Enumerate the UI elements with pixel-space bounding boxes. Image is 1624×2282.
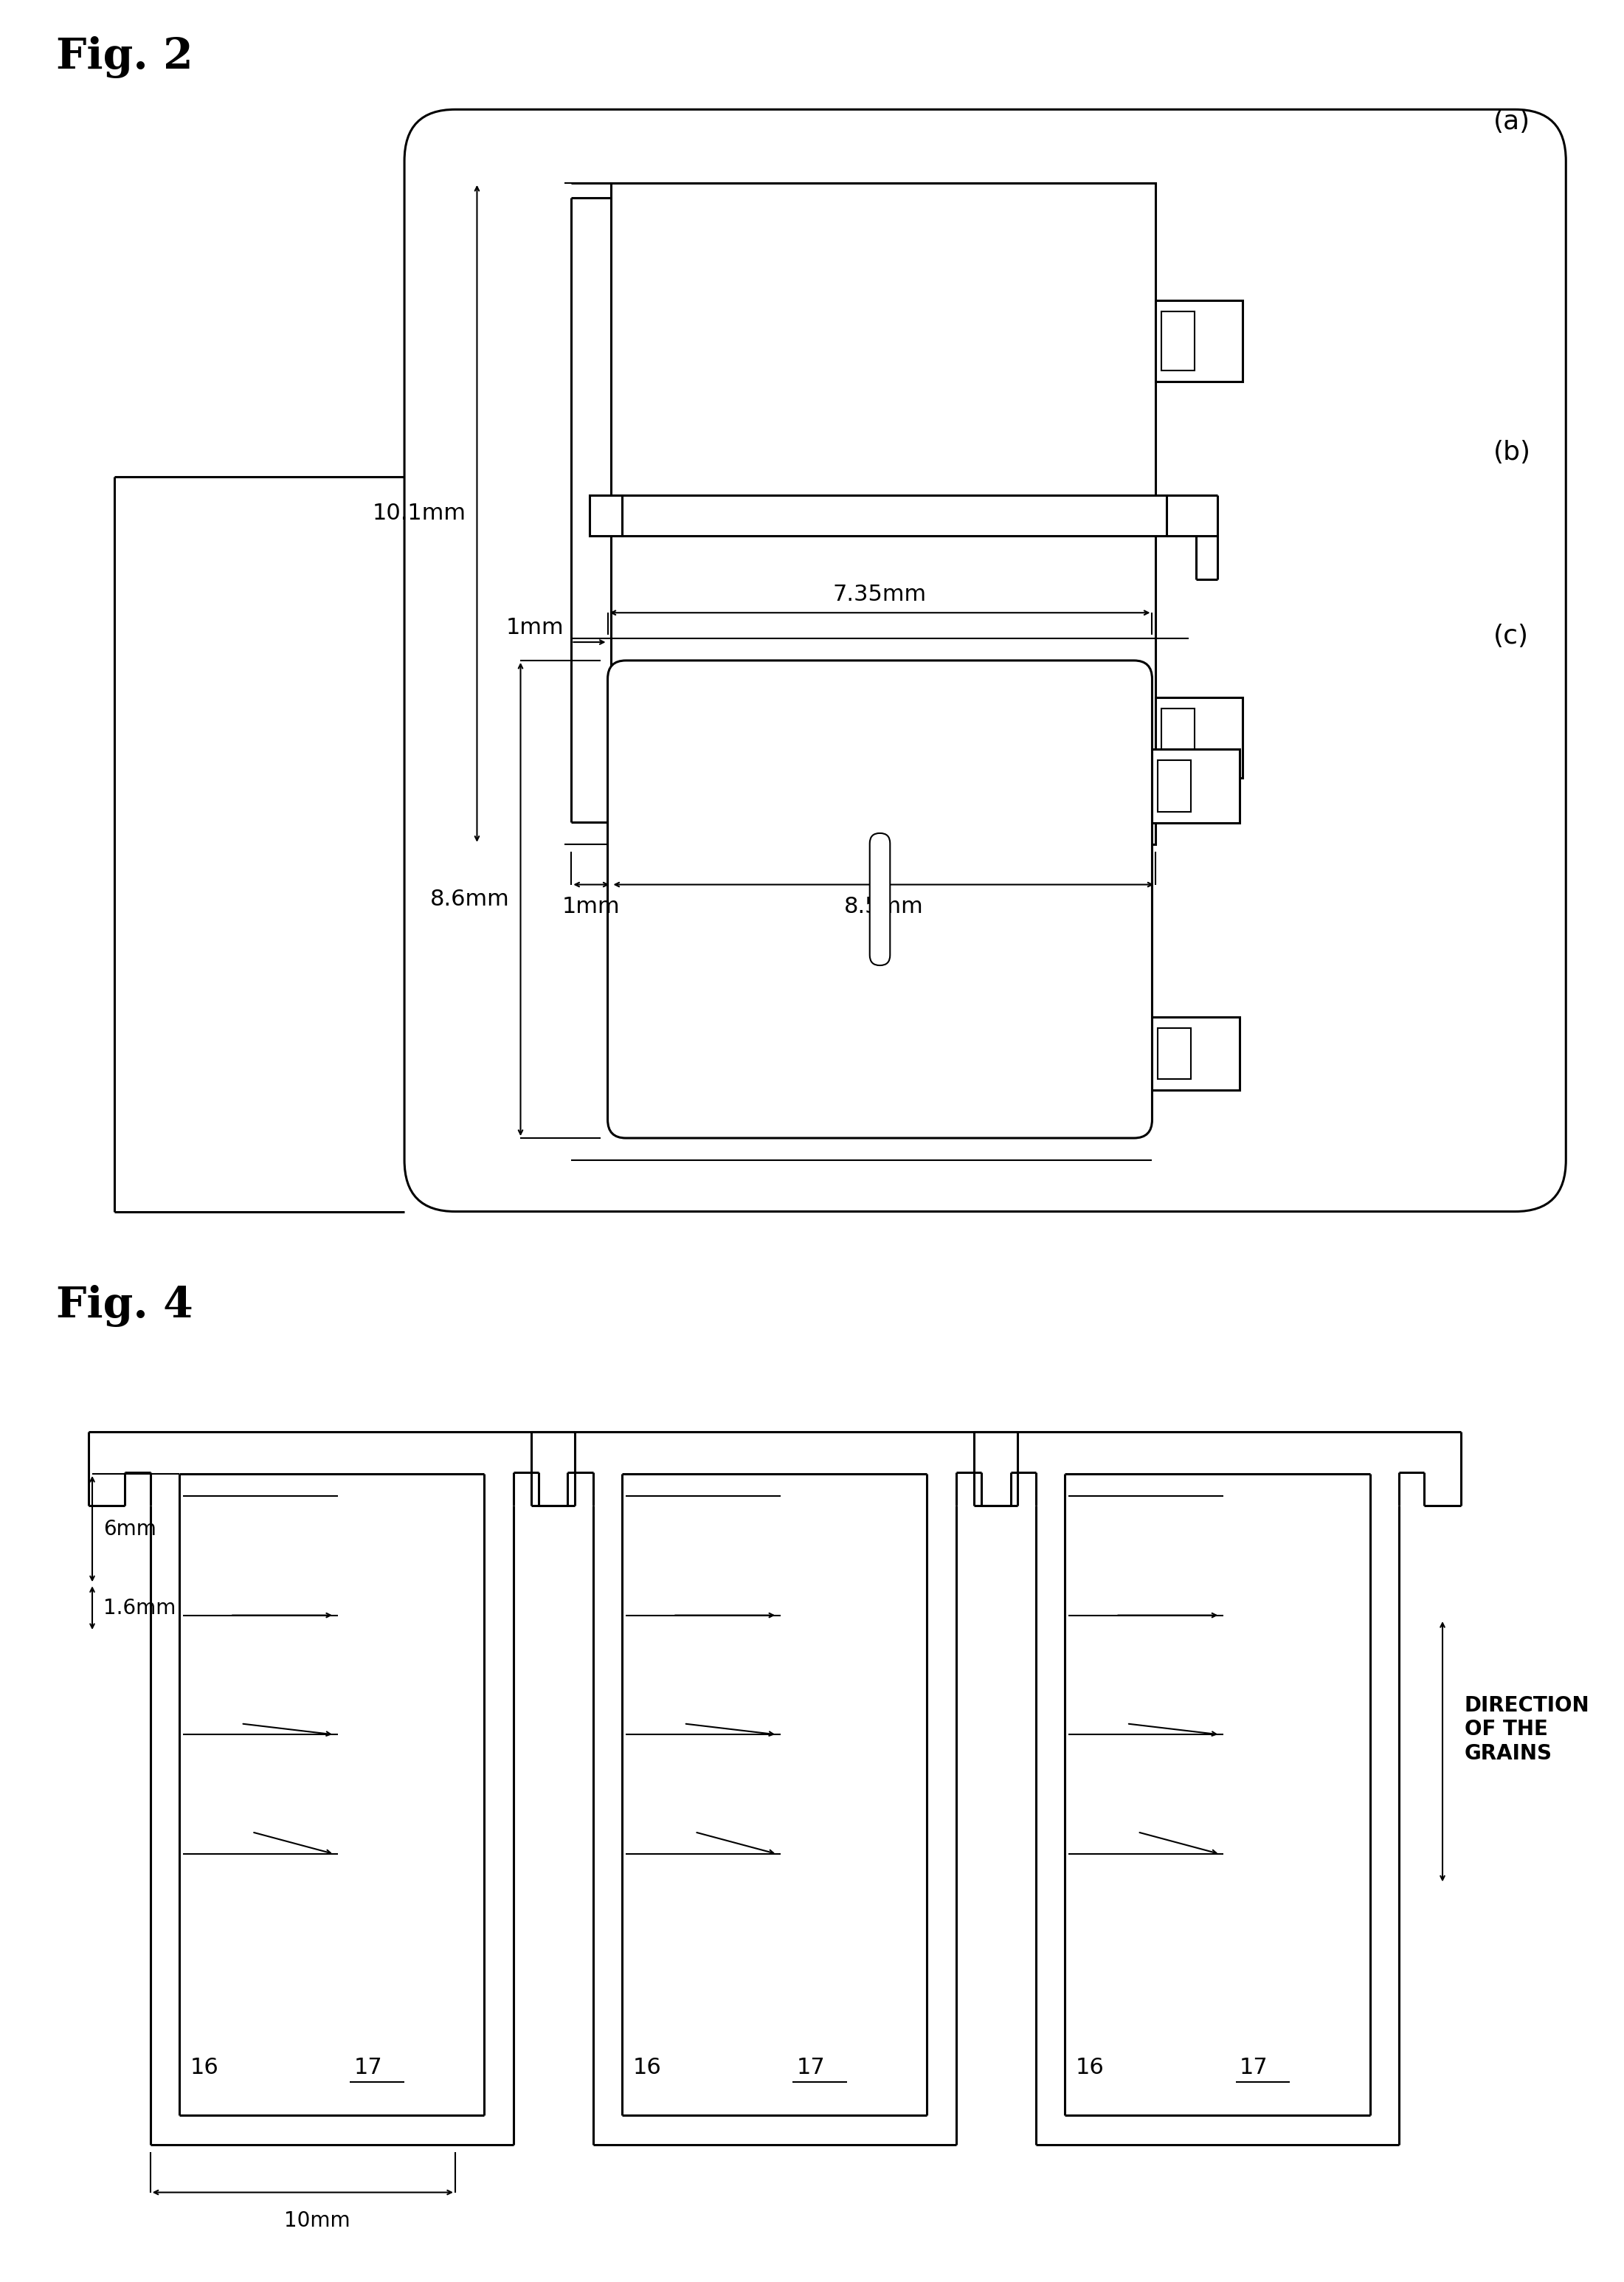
Text: 10mm: 10mm (284, 2211, 351, 2232)
Text: 1mm: 1mm (562, 895, 620, 917)
Text: 1mm: 1mm (507, 616, 564, 639)
Bar (611, 183, 1156, 844)
Text: 10.1mm: 10.1mm (372, 502, 466, 525)
Text: 6mm: 6mm (104, 1518, 156, 1540)
Text: 17: 17 (354, 2056, 382, 2079)
Text: Fig. 4: Fig. 4 (55, 1285, 193, 1328)
Bar (622, 495, 1166, 536)
Text: 8.6mm: 8.6mm (430, 888, 510, 911)
FancyBboxPatch shape (607, 659, 1151, 1139)
Bar (1156, 301, 1242, 381)
Text: 7.35mm: 7.35mm (833, 584, 927, 605)
Bar (1158, 1027, 1190, 1079)
Text: Fig. 2: Fig. 2 (55, 37, 193, 78)
Text: 17: 17 (1239, 2056, 1268, 2079)
Bar (1151, 1018, 1239, 1091)
Text: 1.6mm: 1.6mm (104, 1597, 175, 1618)
Text: DIRECTION
OF THE
GRAINS: DIRECTION OF THE GRAINS (1465, 1696, 1590, 1764)
Text: 16: 16 (1075, 2056, 1104, 2079)
Text: (a): (a) (1494, 110, 1530, 135)
Text: 8.5mm: 8.5mm (844, 895, 924, 917)
FancyBboxPatch shape (404, 110, 1566, 1212)
Text: 17: 17 (796, 2056, 825, 2079)
Bar (590, 495, 622, 536)
Bar (1158, 760, 1190, 812)
Bar (1151, 748, 1239, 824)
Bar (1161, 707, 1194, 767)
Text: (c): (c) (1494, 623, 1528, 648)
FancyBboxPatch shape (870, 833, 890, 965)
Text: 16: 16 (633, 2056, 661, 2079)
Bar (1156, 698, 1242, 778)
Bar (1161, 313, 1194, 370)
Text: 16: 16 (190, 2056, 219, 2079)
Text: (b): (b) (1494, 440, 1531, 466)
